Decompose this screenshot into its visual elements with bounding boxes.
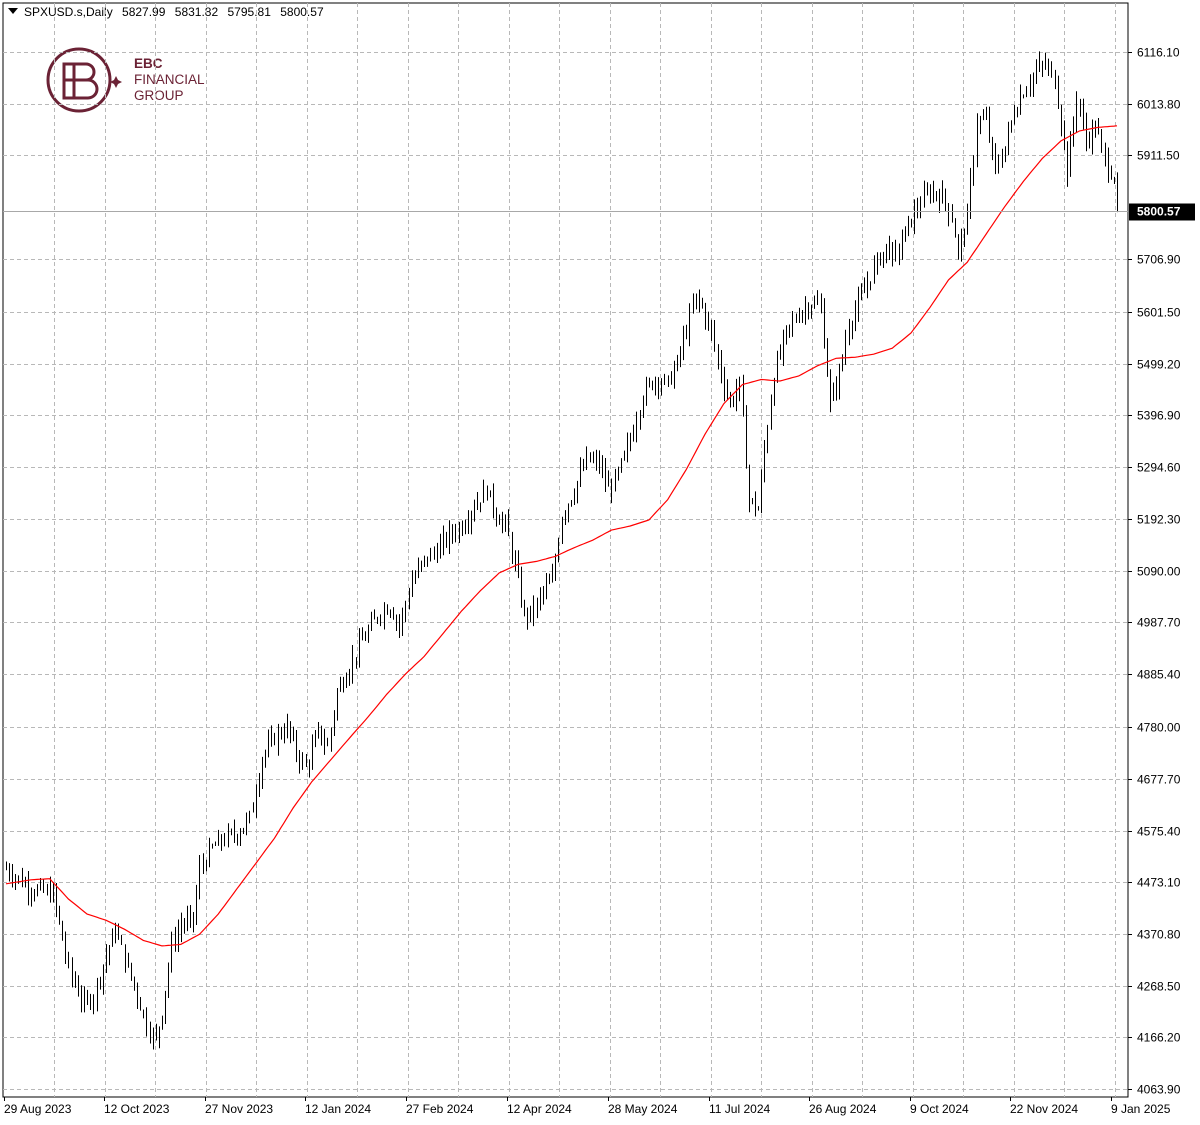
price-label: 5706.90 (1137, 253, 1181, 267)
dropdown-triangle-icon[interactable] (8, 8, 18, 14)
date-label: 27 Nov 2023 (205, 1102, 273, 1116)
chart-header: SPXUSD.s,Daily 5827.99 5831.82 5795.81 5… (8, 5, 330, 19)
date-label: 12 Jan 2024 (305, 1102, 371, 1116)
date-label: 11 Jul 2024 (709, 1102, 770, 1116)
price-label: 4268.50 (1137, 980, 1181, 994)
logo-group: GROUP (134, 88, 184, 103)
date-label: 22 Nov 2024 (1010, 1102, 1078, 1116)
symbol-label: SPXUSD.s,Daily (24, 5, 113, 19)
price-label: 4063.90 (1137, 1083, 1181, 1097)
price-label: 6116.10 (1137, 46, 1180, 60)
price-label: 5499.20 (1137, 358, 1181, 372)
plot-frame (2, 2, 1129, 1098)
date-label: 26 Aug 2024 (809, 1102, 877, 1116)
current-price-label: 5800.57 (1137, 205, 1181, 219)
price-label: 5601.50 (1137, 306, 1181, 320)
date-label: 27 Feb 2024 (406, 1102, 474, 1116)
date-label: 12 Apr 2024 (507, 1102, 572, 1116)
low-value: 5795.81 (227, 5, 271, 19)
open-value: 5827.99 (122, 5, 166, 19)
close-value: 5800.57 (280, 5, 324, 19)
price-label: 4677.70 (1137, 773, 1181, 787)
price-label: 5090.00 (1137, 565, 1181, 579)
moving-average-line (5, 125, 1118, 947)
ebc-logo: EBC FINANCIAL GROUP (46, 44, 246, 124)
price-label: 5911.50 (1137, 149, 1180, 163)
price-label: 4370.80 (1137, 928, 1181, 942)
high-value: 5831.82 (174, 5, 219, 19)
price-label: 4780.00 (1137, 721, 1181, 735)
current-price-tag (1129, 203, 1195, 221)
price-label: 4575.40 (1137, 825, 1181, 839)
price-label: 4473.10 (1137, 876, 1181, 890)
price-label: 4166.20 (1137, 1031, 1181, 1045)
logo-financial: FINANCIAL (134, 72, 205, 87)
date-label: 9 Jan 2025 (1111, 1102, 1171, 1116)
price-label: 4987.70 (1137, 616, 1181, 630)
price-label: 5396.90 (1137, 409, 1181, 423)
price-label: 6013.80 (1137, 98, 1181, 112)
date-label: 29 Aug 2023 (4, 1102, 72, 1116)
date-label: 12 Oct 2023 (104, 1102, 170, 1116)
price-label: 5192.30 (1137, 513, 1181, 527)
price-label: 5294.60 (1137, 461, 1181, 475)
date-label: 9 Oct 2024 (910, 1102, 969, 1116)
date-label: 28 May 2024 (608, 1102, 678, 1116)
ebc-logo-mark-icon (46, 47, 122, 113)
price-label: 4885.40 (1137, 668, 1181, 682)
